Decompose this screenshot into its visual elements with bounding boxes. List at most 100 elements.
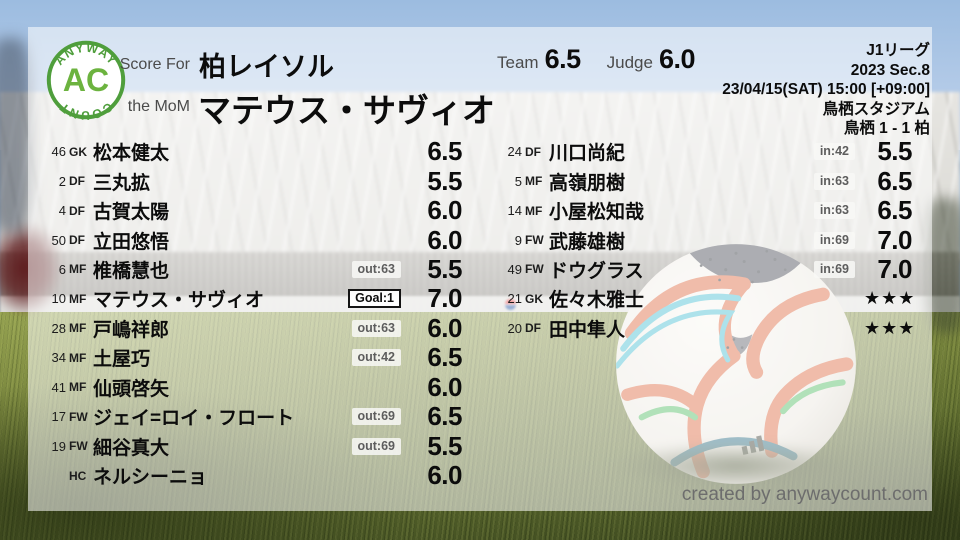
player-row: 41 MF 仙頭啓矢 6.0	[38, 371, 463, 402]
player-rating: 5.5	[427, 253, 462, 284]
player-rating: 5.5	[427, 165, 462, 196]
player-row: 46 GK 松本健太 6.5	[38, 136, 463, 167]
player-rating: 6.0	[427, 224, 462, 255]
judge-score-label: Judge	[606, 53, 653, 72]
player-number: 21	[507, 291, 522, 307]
player-row: 34 MF 土屋巧 out:42 6.5	[38, 342, 463, 373]
sub-badge: out:63	[351, 260, 401, 278]
player-row: 2 DF 三丸拡 5.5	[38, 165, 463, 196]
player-rating: 6.0	[427, 312, 462, 343]
player-row: 14 MF 小屋松知哉 in:63 6.5	[494, 195, 913, 226]
player-number: 49	[507, 261, 522, 277]
score-panel	[28, 27, 932, 511]
player-name: 武藤雄樹	[549, 231, 626, 253]
player-name: 戸嶋祥郎	[93, 319, 170, 341]
player-position: DF	[525, 144, 541, 159]
player-rating: 6.0	[427, 195, 462, 226]
stadium-name: 鳥栖スタジアム	[822, 100, 930, 118]
player-rating: 6.0	[427, 371, 462, 402]
player-rating: 6.5	[427, 136, 462, 167]
player-row: 10 MF マテウス・サヴィオ Goal:1 7.0	[38, 283, 463, 314]
player-rating: 6.5	[427, 401, 462, 432]
player-number: 2	[58, 173, 66, 189]
player-name: 椎橋慧也	[93, 260, 170, 282]
player-position: DF	[525, 321, 541, 336]
credit-text: created by anywaycount.com	[681, 484, 928, 505]
judge-score-value: 6.0	[658, 44, 696, 74]
sub-badge: out:69	[351, 437, 401, 455]
player-rating: 6.5	[427, 342, 462, 373]
player-name: 田中隼人	[549, 319, 626, 341]
player-position: HC	[69, 468, 87, 483]
mom-label: the MoM	[127, 98, 190, 115]
final-score: 鳥栖 1 - 1 柏	[843, 120, 930, 138]
player-rating: 7.0	[427, 283, 462, 314]
player-row: 6 MF 椎橋慧也 out:63 5.5	[38, 253, 463, 284]
team-score-label: Team	[497, 53, 539, 72]
player-number: 34	[51, 350, 66, 366]
sub-badge: in:63	[813, 202, 855, 220]
match-info: J1リーグ 2023 Sec.8 23/04/15(SAT) 15:00 [+0…	[722, 41, 930, 139]
sub-badge: in:69	[813, 231, 855, 249]
player-number: 10	[51, 291, 66, 307]
player-number: 24	[507, 144, 522, 160]
player-name: ジェイ=ロイ・フロート	[93, 408, 295, 430]
player-name: ネルシーニョ	[93, 467, 208, 489]
player-name: 細谷真大	[93, 437, 170, 459]
player-row: 4 DF 古賀太陽 6.0	[38, 195, 463, 226]
player-name: 松本健太	[93, 143, 170, 165]
kickoff-datetime: 23/04/15(SAT) 15:00 [+09:00]	[722, 81, 930, 99]
player-number: 4	[58, 203, 66, 219]
player-row: 17 FW ジェイ=ロイ・フロート out:69 6.5	[38, 401, 463, 432]
player-rating: 6.5	[877, 195, 912, 226]
sub-badge: in:42	[813, 143, 855, 161]
player-name: 古賀太陽	[93, 202, 170, 224]
player-row: 19 FW 細谷真大 out:69 5.5	[38, 430, 463, 461]
player-position: FW	[525, 233, 544, 248]
player-position: DF	[69, 233, 85, 248]
player-position: FW	[69, 409, 88, 424]
player-name: 川口尚紀	[549, 143, 626, 165]
player-rating: 6.5	[877, 165, 912, 196]
goal-badge: Goal:1	[348, 289, 401, 309]
season-section: 2023 Sec.8	[850, 61, 930, 79]
player-position: DF	[69, 203, 85, 218]
player-name: マテウス・サヴィオ	[93, 290, 265, 312]
sub-badge: in:63	[813, 172, 855, 190]
player-rating: 5.5	[427, 430, 462, 461]
logo-ac-text: AC	[63, 62, 109, 98]
player-position: DF	[69, 174, 85, 189]
player-name: 小屋松知哉	[549, 202, 645, 224]
player-row: 49 FW ドウグラス in:69 7.0	[494, 254, 913, 284]
player-number: 14	[507, 203, 522, 219]
mom-name: マテウス・サヴィオ	[198, 92, 495, 129]
player-position: MF	[69, 321, 87, 336]
player-list-subs: 24 DF 川口尚紀 in:42 5.5 5 MF 高嶺朋樹 in:63 6.5 14 MF 小屋松知哉…	[494, 136, 916, 343]
player-number: 5	[514, 173, 522, 189]
player-name: 仙頭啓矢	[93, 378, 170, 400]
player-rating: ★★★	[864, 288, 916, 309]
player-row: 28 MF 戸嶋祥郎 out:63 6.0	[38, 312, 463, 343]
league-name: J1リーグ	[866, 42, 930, 59]
score-for-label: Score For	[119, 56, 190, 73]
player-row: 5 MF 高嶺朋樹 in:63 6.5	[494, 165, 913, 196]
player-row: HC ネルシーニョ 6.0	[38, 460, 463, 490]
player-position: MF	[69, 380, 87, 395]
player-number: 46	[51, 144, 66, 160]
sub-badge: out:42	[351, 349, 401, 367]
player-position: MF	[69, 291, 87, 306]
left-structure-blur	[0, 38, 32, 233]
player-name: ドウグラス	[549, 260, 644, 282]
player-number: 28	[51, 320, 66, 336]
player-position: GK	[525, 291, 543, 306]
team-name: 柏レイソル	[199, 52, 334, 82]
player-row: 24 DF 川口尚紀 in:42 5.5	[494, 136, 913, 166]
player-name: 土屋巧	[93, 349, 151, 371]
player-list-starters: 46 GK 松本健太 6.5 2 DF 三丸拡 5.5 4 DF 古賀太陽 6.0 50 DF 立田悠悟 6.…	[38, 136, 463, 490]
player-row: 21 GK 佐々木雅士 ★★★	[494, 284, 916, 313]
player-position: MF	[525, 203, 543, 218]
player-position: FW	[525, 262, 544, 277]
player-name: 佐々木雅士	[549, 290, 645, 312]
player-number: 6	[58, 261, 66, 277]
